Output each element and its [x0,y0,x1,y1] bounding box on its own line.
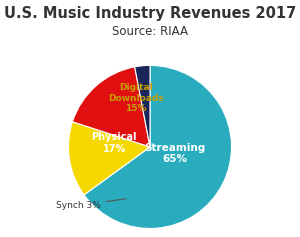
Text: Source: RIAA: Source: RIAA [112,25,188,38]
Text: U.S. Music Industry Revenues 2017: U.S. Music Industry Revenues 2017 [4,6,296,21]
Text: Digital
Downloads
15%: Digital Downloads 15% [108,83,164,113]
Text: Synch 3%: Synch 3% [56,199,126,210]
Wedge shape [68,122,150,195]
Wedge shape [135,65,150,147]
Text: Streaming
65%: Streaming 65% [144,143,205,164]
Wedge shape [84,65,232,228]
Wedge shape [73,67,150,147]
Text: Physical
17%: Physical 17% [92,132,137,154]
